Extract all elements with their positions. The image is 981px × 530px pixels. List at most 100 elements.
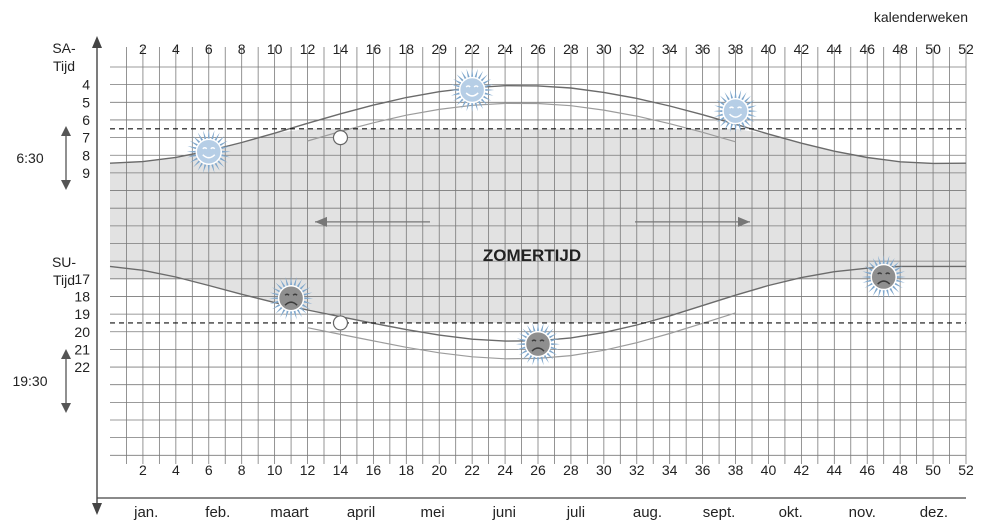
sun-mouth: [284, 301, 298, 306]
week-tick-top: 52: [958, 41, 974, 57]
week-tick-bottom: 38: [728, 462, 744, 478]
summer-time-label: ZOMERTIJD: [483, 246, 581, 265]
sun-eyes: [284, 293, 298, 296]
sun-eyes: [465, 85, 479, 88]
morning-range-arrow-bottom: [61, 180, 71, 190]
week-tick-top: 28: [563, 41, 579, 57]
week-tick-top: 42: [794, 41, 810, 57]
sunrise-summer-curve: [307, 102, 736, 143]
week-tick-bottom: 52: [958, 462, 974, 478]
sa-hour-tick: 9: [82, 165, 90, 181]
week-tick-bottom: 32: [629, 462, 645, 478]
week-tick-top: 22: [464, 41, 480, 57]
sun-rays: [269, 276, 314, 321]
month-label: maart: [270, 504, 309, 521]
week-tick-top: 48: [892, 41, 908, 57]
sun-icons: [186, 67, 906, 367]
month-label: juni: [492, 504, 516, 521]
week-tick-top: 8: [238, 41, 246, 57]
week-tick-top: 40: [761, 41, 777, 57]
week-tick-bottom: 36: [695, 462, 711, 478]
sunset-summer-curve: [307, 312, 736, 360]
week-tick-bottom: 34: [662, 462, 678, 478]
sa-axis-label: SA-: [52, 40, 76, 56]
sun-face: [722, 97, 749, 125]
week-tick-bottom: 42: [794, 462, 810, 478]
sun-mouth: [465, 92, 479, 97]
week-tick-bottom: 24: [497, 462, 513, 478]
week-tick-bottom: 26: [530, 462, 546, 478]
summer-start-marker: [332, 315, 349, 331]
week-tick-top: 14: [333, 41, 349, 57]
evening-range-arrow-bottom: [61, 403, 71, 413]
month-label: mei: [421, 504, 445, 521]
sunrise-curve: [109, 84, 967, 165]
sun-rays: [516, 322, 560, 367]
sun-mouth: [202, 154, 216, 159]
week-tick-top: 4: [172, 41, 180, 57]
week-tick-top: 12: [300, 41, 316, 57]
week-tick-top: 36: [695, 41, 711, 57]
week-tick-bottom: 8: [238, 462, 246, 478]
weeks-caption: kalenderweken: [874, 9, 968, 25]
sun-eyes: [877, 272, 891, 275]
week-tick-bottom: 48: [892, 462, 908, 478]
month-label: aug.: [633, 504, 662, 521]
evening-time-label: 19:30: [12, 373, 47, 389]
happy-sun-icon: [450, 67, 495, 112]
sun-face: [458, 76, 486, 104]
month-label: nov.: [849, 504, 876, 521]
su-axis-label: SU-: [52, 254, 76, 270]
week-tick-top: 10: [267, 41, 283, 57]
week-tick-top: 6: [205, 41, 213, 57]
sun-rays: [450, 67, 495, 112]
sa-hour-tick: 8: [82, 147, 90, 163]
y-axis-arrow-down: [92, 503, 102, 515]
sun-rays: [186, 129, 231, 174]
summer-arrow-left-head: [315, 216, 327, 227]
summer-arrow-right-head: [738, 216, 750, 227]
sun-eyes: [531, 339, 545, 342]
month-label: sept.: [703, 504, 736, 521]
week-tick-top: 24: [497, 41, 513, 57]
labels: kalenderweken SA- Tijd SU- Tijd 6:30 19:…: [12, 9, 974, 521]
week-tick-top: 2: [139, 41, 147, 57]
sa-hour-tick: 7: [82, 130, 90, 146]
month-label: jan.: [133, 504, 158, 521]
week-tick-bottom: 10: [267, 462, 283, 478]
week-tick-top: 30: [596, 41, 612, 57]
sad-sun-icon: [269, 276, 314, 321]
sun-face: [195, 138, 223, 165]
sa-axis-label: Tijd: [53, 58, 75, 74]
week-tick-top: 44: [827, 41, 843, 57]
month-label: dez.: [920, 504, 948, 521]
week-tick-bottom: 46: [859, 462, 875, 478]
week-tick-top: 29: [431, 41, 447, 57]
week-tick-top: 16: [366, 41, 382, 57]
week-tick-bottom: 18: [399, 462, 415, 478]
happy-sun-icon: [713, 89, 758, 134]
month-label: juli: [566, 504, 585, 521]
week-tick-top: 32: [629, 41, 645, 57]
sad-sun-icon: [861, 255, 906, 300]
week-tick-bottom: 6: [205, 462, 213, 478]
happy-sun-icon: [186, 129, 231, 174]
week-tick-top: 38: [728, 41, 744, 57]
su-hour-tick: 19: [74, 306, 90, 322]
week-tick-top: 50: [925, 41, 941, 57]
evening-range-arrow-top: [61, 349, 71, 359]
summer-start-marker: [332, 130, 349, 146]
month-label: okt.: [779, 504, 803, 521]
week-tick-bottom: 28: [563, 462, 579, 478]
sun-eyes: [729, 106, 743, 109]
week-tick-top: 18: [399, 41, 415, 57]
sun-rays: [713, 89, 758, 134]
week-tick-bottom: 30: [596, 462, 612, 478]
week-tick-top: 34: [662, 41, 678, 57]
week-tick-bottom: 44: [827, 462, 843, 478]
su-axis-label: Tijd: [53, 272, 75, 288]
y-axis-arrow-up: [92, 36, 102, 48]
sun-rays: [861, 255, 906, 300]
week-tick-bottom: 14: [333, 462, 349, 478]
